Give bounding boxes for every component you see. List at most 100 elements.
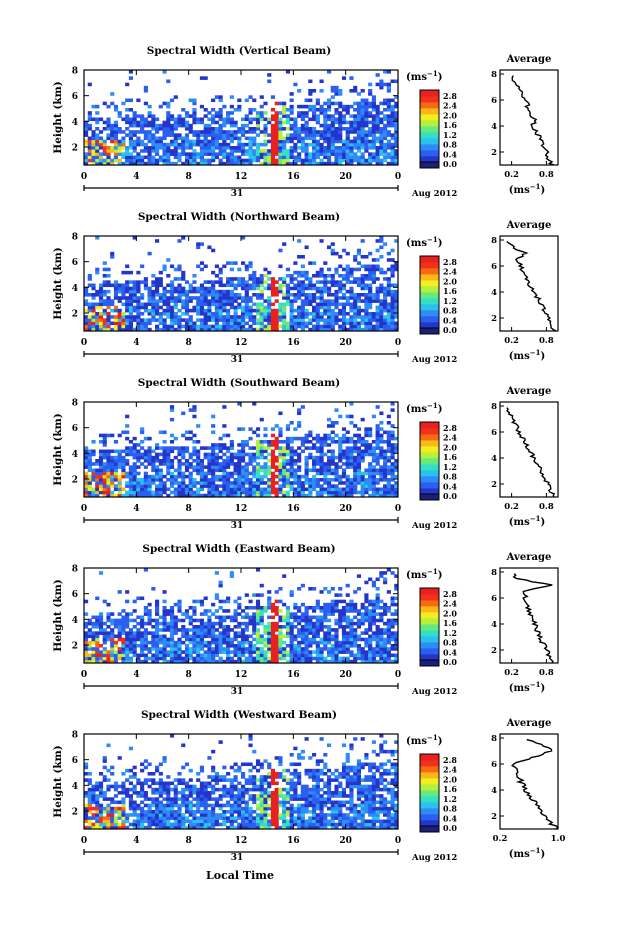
heatmap-cell bbox=[125, 484, 129, 488]
heatmap-cell bbox=[237, 143, 241, 147]
heatmap-cell bbox=[129, 469, 133, 473]
heatmap-cell bbox=[121, 654, 125, 658]
heatmap-cell bbox=[170, 152, 174, 156]
heatmap-cell bbox=[185, 616, 189, 620]
heatmap-cell bbox=[200, 469, 204, 473]
heatmap-cell bbox=[103, 284, 107, 288]
heatmap-cell bbox=[301, 149, 305, 153]
heatmap-cell bbox=[207, 478, 211, 482]
heatmap-cell bbox=[192, 405, 196, 409]
heatmap-cell bbox=[308, 156, 312, 160]
heatmap-cell bbox=[207, 622, 211, 626]
heatmap-cell bbox=[290, 105, 294, 109]
heatmap-cell bbox=[204, 456, 208, 460]
heatmap-cell bbox=[230, 296, 234, 300]
heatmap-cell bbox=[200, 242, 204, 246]
heatmap-cell bbox=[275, 315, 279, 319]
heatmap-cell bbox=[290, 315, 294, 319]
heatmap-cell bbox=[391, 293, 395, 297]
heatmap-cell bbox=[234, 456, 238, 460]
heatmap-cell bbox=[196, 491, 200, 495]
heatmap-cell bbox=[91, 654, 95, 658]
heatmap-cell bbox=[286, 303, 290, 307]
heatmap-cell bbox=[368, 488, 372, 492]
heatmap-cell bbox=[320, 446, 324, 450]
heatmap-cell bbox=[256, 156, 260, 160]
heatmap-cell bbox=[114, 306, 118, 310]
heatmap-cell bbox=[282, 121, 286, 125]
heatmap-cell bbox=[189, 619, 193, 623]
heatmap-cell bbox=[312, 469, 316, 473]
colorbar-swatch bbox=[420, 286, 439, 292]
heatmap-cell bbox=[170, 609, 174, 613]
heatmap-cell bbox=[275, 609, 279, 613]
heatmap-cell bbox=[136, 130, 140, 134]
heatmap-cell bbox=[241, 631, 245, 635]
heatmap-cell bbox=[334, 121, 338, 125]
heatmap-cell bbox=[361, 456, 365, 460]
heatmap-cell bbox=[110, 619, 114, 623]
heatmap-cell bbox=[215, 143, 219, 147]
heatmap-cell bbox=[230, 111, 234, 115]
heatmap-cell bbox=[189, 146, 193, 150]
heatmap-cell bbox=[256, 303, 260, 307]
heatmap-cell bbox=[215, 146, 219, 150]
heatmap-cell bbox=[88, 641, 92, 645]
heatmap-cell bbox=[241, 647, 245, 651]
heatmap-cell bbox=[144, 609, 148, 613]
heatmap-cell bbox=[84, 318, 88, 322]
heatmap-cell bbox=[114, 143, 118, 147]
heatmap-cell bbox=[99, 146, 103, 150]
heatmap-cell bbox=[342, 303, 346, 307]
heatmap-cell bbox=[316, 606, 320, 610]
heatmap-cell bbox=[353, 484, 357, 488]
heatmap-cell bbox=[133, 469, 137, 473]
heatmap-cell bbox=[136, 453, 140, 457]
heatmap-cell bbox=[327, 108, 331, 112]
heatmap-cell bbox=[271, 427, 275, 431]
heatmap-cell bbox=[349, 456, 353, 460]
heatmap-cell bbox=[155, 318, 159, 322]
colorbar-swatch bbox=[420, 102, 439, 108]
heatmap-cell bbox=[353, 315, 357, 319]
heatmap-cell bbox=[234, 318, 238, 322]
heatmap-cell bbox=[312, 462, 316, 466]
heatmap-cell bbox=[106, 478, 110, 482]
heatmap-cell bbox=[200, 459, 204, 463]
heatmap-cell bbox=[215, 475, 219, 479]
heatmap-cell bbox=[125, 424, 129, 428]
colorbar-swatch bbox=[420, 494, 439, 500]
heatmap-cell bbox=[155, 619, 159, 623]
heatmap-cell bbox=[267, 159, 271, 163]
heatmap-cells bbox=[84, 402, 398, 497]
heatmap-cell bbox=[91, 287, 95, 291]
heatmap-cell bbox=[263, 127, 267, 131]
heatmap-cell bbox=[189, 465, 193, 469]
heatmap-cell bbox=[215, 309, 219, 313]
heatmap-cell bbox=[327, 654, 331, 658]
heatmap-cell bbox=[140, 631, 144, 635]
heatmap-cell bbox=[282, 105, 286, 109]
heatmap-cell bbox=[286, 299, 290, 303]
heatmap-cell bbox=[95, 143, 99, 147]
heatmap-cell bbox=[192, 159, 196, 163]
heatmap-cell bbox=[275, 137, 279, 141]
heatmap-cell bbox=[226, 462, 230, 466]
heatmap-cell bbox=[200, 631, 204, 635]
heatmap-cell bbox=[387, 287, 391, 291]
heatmap-cell bbox=[278, 450, 282, 454]
heatmap-cell bbox=[84, 631, 88, 635]
heatmap-cell bbox=[357, 325, 361, 329]
heatmap-cell bbox=[248, 657, 252, 661]
heatmap-cell bbox=[241, 284, 245, 288]
heatmap-cell bbox=[103, 647, 107, 651]
heatmap-cell bbox=[148, 647, 152, 651]
heatmap-cell bbox=[181, 149, 185, 153]
heatmap-cell bbox=[155, 325, 159, 329]
heatmap-cell bbox=[151, 127, 155, 131]
heatmap-cell bbox=[387, 484, 391, 488]
heatmap-cell bbox=[174, 133, 178, 137]
heatmap-cell bbox=[312, 111, 316, 115]
heatmap-cell bbox=[185, 469, 189, 473]
heatmap-cell bbox=[234, 647, 238, 651]
